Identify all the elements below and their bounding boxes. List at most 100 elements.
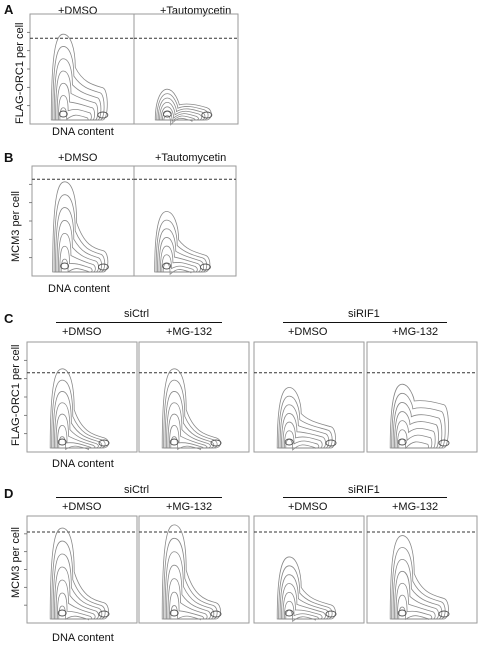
contour-ring-b-2-6: [161, 254, 195, 273]
contour-ring-c-1-7: [58, 436, 89, 451]
plot-frame-c-4: [366, 341, 478, 453]
group-rule-d-2: [283, 497, 447, 498]
g2-core-b-1: [97, 263, 109, 271]
contour-ring-a-2-4: [159, 101, 203, 121]
contour-ring-b-2-1: [154, 211, 211, 273]
contour-ring-c-4-6: [396, 429, 433, 449]
col-title-c-1: +DMSO: [62, 326, 102, 338]
contour-ring-a-2-2: [156, 93, 209, 121]
contour-ring-a-2-1: [154, 88, 212, 121]
col-title-b-1: +DMSO: [58, 152, 98, 164]
contour-ring-b-1-5: [57, 232, 96, 273]
contour-ring-d-2-7: [170, 605, 201, 621]
g2-core-d-1: [98, 610, 110, 618]
contour-ring-d-3-1: [276, 556, 336, 620]
contour-ring-d-3-5: [282, 592, 323, 620]
contour-ring-d-2-6: [168, 591, 205, 620]
group-rule-c-2: [283, 322, 447, 323]
x-axis-label-d: DNA content: [52, 632, 114, 644]
plot-frame-c-1: [26, 341, 138, 453]
x-axis-label-a: DNA content: [52, 126, 114, 138]
contour-ring-d-1-4: [54, 566, 99, 620]
g1-core-c-1: [57, 438, 67, 446]
plot-frame-d-2: [138, 515, 250, 624]
contour-ring-d-4-7: [398, 606, 429, 621]
contour-ring-b-2-5: [159, 245, 198, 273]
contour-ring-c-1-4: [54, 402, 99, 449]
contour-ring-d-4-6: [396, 594, 433, 620]
g1-core-d-3: [284, 609, 294, 617]
x-axis-label-b: DNA content: [48, 283, 110, 295]
g2-core-c-3: [325, 439, 337, 447]
contour-ring-b-1-2: [53, 194, 106, 273]
g1-core-d-1: [57, 609, 67, 617]
plot-frame-b-1: [31, 165, 135, 277]
g1-core-d-2: [169, 609, 179, 617]
contour-ring-d-1-3: [52, 553, 103, 620]
contour-ring-d-3-4: [281, 583, 326, 620]
group-rule-d-1: [56, 497, 222, 498]
contour-ring-d-4-4: [394, 570, 439, 620]
plot-frame-d-3: [253, 515, 365, 624]
col-title-d-3: +DMSO: [288, 501, 328, 513]
contour-ring-c-3-2: [278, 395, 333, 449]
plot-frame-d-4: [366, 515, 478, 624]
contour-ring-a-2-7: [163, 115, 193, 126]
g1-core-d-4: [397, 609, 407, 617]
contour-ring-a-1-7: [59, 107, 89, 121]
col-title-c-2: +MG-132: [166, 326, 213, 338]
contour-ring-c-3-1: [276, 387, 336, 449]
contour-ring-c-1-2: [51, 379, 106, 449]
contour-ring-c-4-4: [394, 411, 439, 449]
group-label-c-2: siRIF1: [348, 308, 380, 320]
g1-core-c-2: [169, 438, 179, 446]
contour-ring-c-2-1: [161, 368, 221, 449]
plot-frame-a-1: [29, 13, 135, 125]
contour-ring-a-1-6: [58, 95, 92, 121]
contour-ring-d-2-2: [163, 537, 218, 620]
contour-ring-c-4-5: [395, 420, 436, 449]
g2-core-c-4: [438, 439, 450, 447]
g2-core-c-2: [210, 439, 222, 447]
contour-ring-a-1-3: [53, 58, 102, 121]
x-axis-label-c: DNA content: [52, 458, 114, 470]
plot-frame-c-2: [138, 341, 250, 453]
contour-ring-a-2-6: [162, 110, 196, 123]
contour-ring-d-1-5: [55, 579, 96, 620]
col-title-c-3: +DMSO: [288, 326, 328, 338]
contour-ring-c-3-7: [285, 438, 316, 451]
contour-ring-c-2-5: [167, 413, 208, 449]
contour-ring-a-1-2: [52, 46, 105, 121]
contour-ring-b-2-7: [162, 262, 192, 276]
contour-ring-b-2-3: [157, 228, 205, 273]
g2-core-a-1: [97, 111, 109, 119]
contour-ring-a-1-4: [55, 70, 99, 121]
g2-core-d-4: [438, 610, 450, 618]
g1-core-b-1: [60, 262, 70, 270]
group-label-c-1: siCtrl: [124, 308, 150, 320]
g2-core-a-2: [201, 111, 213, 119]
contour-ring-a-1-5: [56, 82, 95, 121]
contour-ring-d-3-3: [279, 574, 330, 620]
g1-core-b-2: [162, 262, 172, 270]
group-label-d-2: siRIF1: [348, 484, 380, 496]
contour-ring-d-1-2: [51, 540, 106, 620]
contour-ring-c-1-5: [55, 413, 96, 449]
contour-ring-d-3-6: [283, 600, 320, 620]
contour-ring-c-4-7: [398, 438, 429, 450]
g1-core-c-3: [284, 438, 294, 446]
contour-ring-c-3-5: [282, 421, 323, 449]
contour-ring-a-2-5: [160, 106, 199, 121]
g1-core-a-1: [58, 110, 68, 118]
contour-ring-b-1-1: [52, 181, 109, 273]
g2-core-d-3: [325, 610, 337, 618]
panel-letter-b: B: [4, 150, 14, 165]
contour-ring-d-1-1: [49, 527, 109, 620]
contour-ring-c-1-3: [52, 391, 103, 449]
contour-ring-b-1-6: [59, 245, 93, 273]
contour-ring-c-2-4: [166, 402, 211, 449]
contour-ring-d-3-2: [278, 565, 333, 620]
g2-core-b-2: [199, 263, 211, 271]
contour-ring-d-4-5: [395, 582, 436, 620]
